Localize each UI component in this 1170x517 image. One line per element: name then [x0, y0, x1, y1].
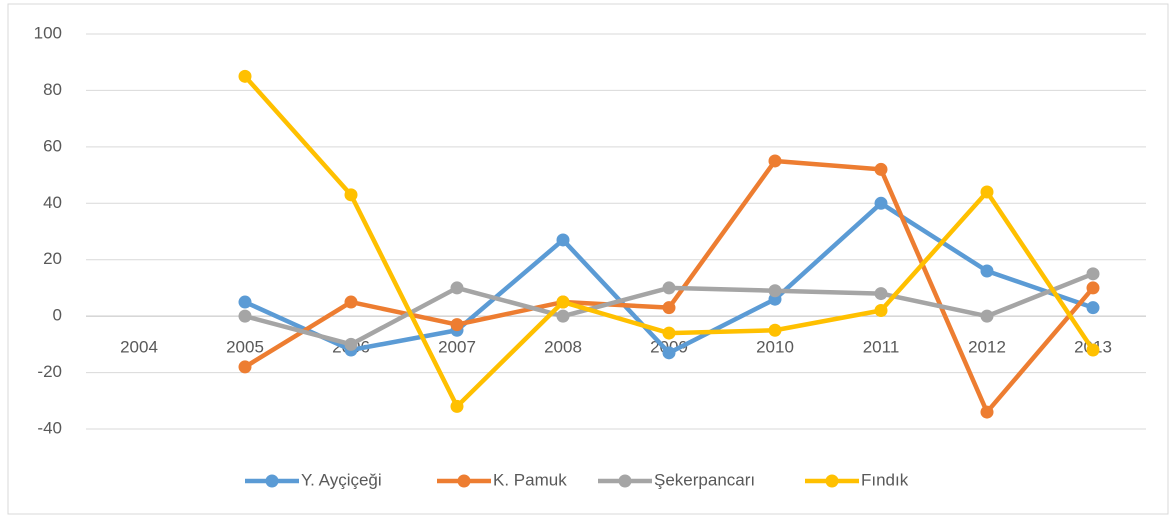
- data-point: [556, 295, 570, 309]
- data-point: [768, 323, 782, 337]
- y-tick-label: -40: [37, 418, 62, 437]
- data-point: [1086, 301, 1100, 315]
- data-point: [238, 309, 252, 323]
- x-tick-label: 2007: [438, 338, 476, 357]
- data-point: [980, 185, 994, 199]
- data-point: [874, 287, 888, 301]
- x-tick-label: 2011: [863, 338, 900, 357]
- legend-label: Fındık: [861, 470, 909, 489]
- legend-marker: [825, 474, 839, 488]
- legend-label: Y. Ayçiçeği: [301, 470, 382, 489]
- data-point: [344, 295, 358, 309]
- data-point: [450, 318, 464, 332]
- data-point: [344, 337, 358, 351]
- y-tick-label: 20: [43, 249, 62, 268]
- data-point: [1086, 281, 1100, 295]
- data-point: [556, 233, 570, 247]
- y-tick-label: 0: [53, 306, 62, 325]
- x-tick-label: 2008: [544, 338, 582, 357]
- x-tick-label: 2012: [968, 338, 1006, 357]
- data-point: [238, 295, 252, 309]
- data-point: [980, 309, 994, 323]
- y-tick-label: 100: [34, 23, 62, 42]
- data-point: [874, 162, 888, 176]
- data-point: [874, 304, 888, 317]
- legend-marker: [618, 474, 632, 488]
- x-tick-label: 2004: [120, 338, 158, 357]
- legend-marker: [457, 474, 471, 488]
- data-point: [1086, 267, 1100, 281]
- data-point: [1086, 343, 1100, 357]
- data-point: [450, 281, 464, 295]
- data-point: [980, 405, 994, 419]
- y-tick-label: -20: [37, 362, 62, 381]
- chart-frame: [7, 3, 1169, 515]
- data-point: [874, 196, 888, 210]
- legend-marker: [265, 474, 279, 488]
- data-point: [768, 284, 782, 298]
- data-point: [662, 326, 676, 340]
- data-point: [238, 360, 252, 374]
- data-point: [662, 281, 676, 295]
- data-point: [238, 69, 252, 83]
- data-point: [662, 346, 676, 360]
- legend-label: K. Pamuk: [493, 470, 567, 489]
- x-tick-label: 2010: [756, 338, 794, 357]
- data-point: [662, 301, 676, 315]
- data-point: [768, 154, 782, 168]
- y-tick-label: 40: [43, 193, 62, 212]
- y-tick-label: 60: [43, 136, 62, 155]
- data-point: [344, 188, 358, 202]
- y-tick-label: 80: [43, 80, 62, 99]
- x-tick-label: 2005: [226, 338, 264, 357]
- data-point: [556, 309, 570, 323]
- legend-label: Şekerpancarı: [654, 470, 755, 489]
- data-point: [980, 264, 994, 278]
- data-point: [450, 399, 464, 413]
